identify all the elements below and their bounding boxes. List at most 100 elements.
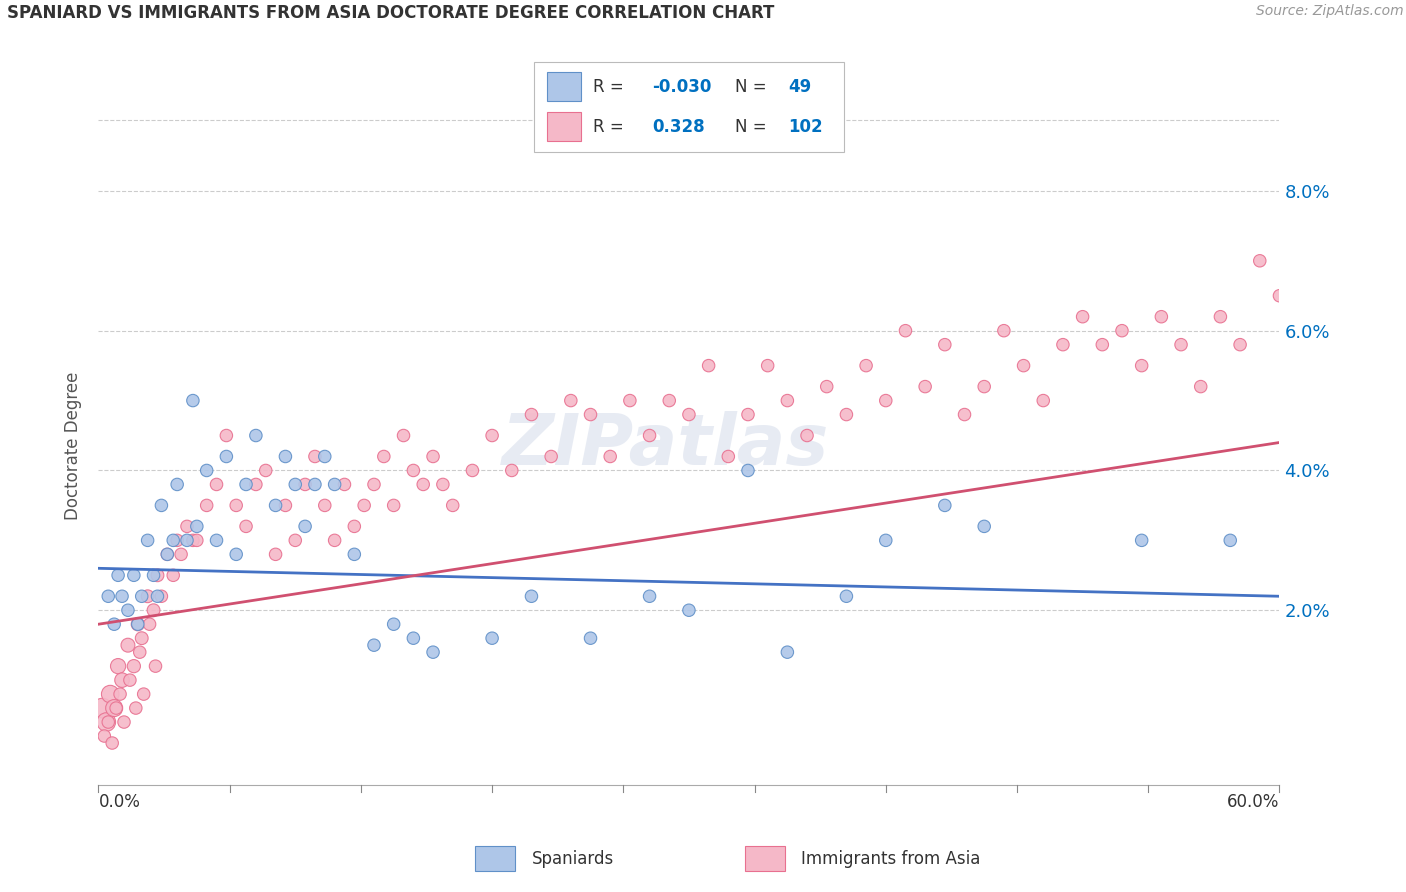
Point — [136, 589, 159, 603]
Point — [225, 547, 247, 561]
Point — [186, 533, 208, 548]
Point — [264, 547, 287, 561]
Text: -0.030: -0.030 — [652, 78, 711, 95]
Point — [162, 568, 184, 582]
Point — [122, 568, 145, 582]
Point — [815, 379, 838, 393]
Point — [97, 714, 120, 729]
Point — [150, 589, 173, 603]
Point — [245, 428, 267, 442]
Bar — [475, 847, 515, 871]
Point — [264, 499, 287, 513]
Text: SPANIARD VS IMMIGRANTS FROM ASIA DOCTORATE DEGREE CORRELATION CHART: SPANIARD VS IMMIGRANTS FROM ASIA DOCTORA… — [7, 4, 775, 22]
Point — [166, 477, 188, 491]
Point — [934, 337, 956, 351]
Text: 60.0%: 60.0% — [1227, 793, 1279, 811]
Point — [131, 631, 153, 645]
Point — [107, 659, 129, 673]
Point — [162, 533, 184, 548]
Text: N =: N = — [735, 78, 766, 95]
Point — [131, 589, 153, 603]
Point — [323, 533, 346, 548]
Point — [108, 687, 131, 701]
Point — [245, 477, 267, 491]
Point — [737, 408, 759, 422]
Bar — [547, 72, 581, 101]
Point — [235, 519, 257, 533]
Point — [118, 673, 141, 687]
Text: R =: R = — [593, 118, 624, 136]
Point — [422, 450, 444, 464]
Point — [294, 477, 316, 491]
Point — [382, 499, 405, 513]
Point — [353, 499, 375, 513]
Point — [638, 428, 661, 442]
Point — [875, 533, 897, 548]
Point — [127, 617, 149, 632]
Point — [96, 714, 118, 729]
Point — [363, 638, 385, 652]
Point — [1189, 379, 1212, 393]
Y-axis label: Doctorate Degree: Doctorate Degree — [65, 372, 83, 520]
Point — [678, 603, 700, 617]
Point — [146, 589, 169, 603]
Point — [373, 450, 395, 464]
Point — [855, 359, 877, 373]
Point — [481, 428, 503, 442]
Point — [274, 450, 297, 464]
Text: ZIPatlas: ZIPatlas — [502, 411, 830, 481]
Point — [776, 645, 799, 659]
Point — [136, 533, 159, 548]
Point — [127, 617, 149, 632]
Point — [1130, 359, 1153, 373]
Point — [560, 393, 582, 408]
Text: Spaniards: Spaniards — [531, 849, 613, 868]
Point — [122, 659, 145, 673]
Point — [914, 379, 936, 393]
Point — [737, 463, 759, 477]
Point — [107, 568, 129, 582]
Point — [170, 547, 193, 561]
Point — [599, 450, 621, 464]
Point — [215, 450, 238, 464]
Point — [973, 379, 995, 393]
Point — [875, 393, 897, 408]
Point — [294, 519, 316, 533]
Point — [112, 714, 135, 729]
Point — [953, 408, 976, 422]
Point — [138, 617, 160, 632]
Text: 0.328: 0.328 — [652, 118, 704, 136]
Text: R =: R = — [593, 78, 624, 95]
Point — [835, 589, 858, 603]
Point — [776, 393, 799, 408]
Point — [412, 477, 434, 491]
Point — [145, 659, 167, 673]
Point — [103, 617, 125, 632]
Point — [993, 324, 1015, 338]
Point — [111, 673, 134, 687]
Text: 0.0%: 0.0% — [98, 793, 141, 811]
Point — [835, 408, 858, 422]
Point — [323, 477, 346, 491]
Point — [1091, 337, 1114, 351]
Point — [422, 645, 444, 659]
FancyBboxPatch shape — [534, 62, 844, 152]
Point — [934, 499, 956, 513]
Point — [382, 617, 405, 632]
Point — [619, 393, 641, 408]
Point — [363, 477, 385, 491]
Point — [717, 450, 740, 464]
Point — [98, 687, 121, 701]
Point — [697, 359, 720, 373]
Point — [284, 533, 307, 548]
Point — [343, 519, 366, 533]
Point — [181, 533, 204, 548]
Point — [205, 533, 228, 548]
Point — [638, 589, 661, 603]
Point — [1219, 533, 1241, 548]
Point — [540, 450, 562, 464]
Point — [128, 645, 150, 659]
Point — [1268, 289, 1291, 303]
Point — [142, 603, 165, 617]
Point — [402, 463, 425, 477]
